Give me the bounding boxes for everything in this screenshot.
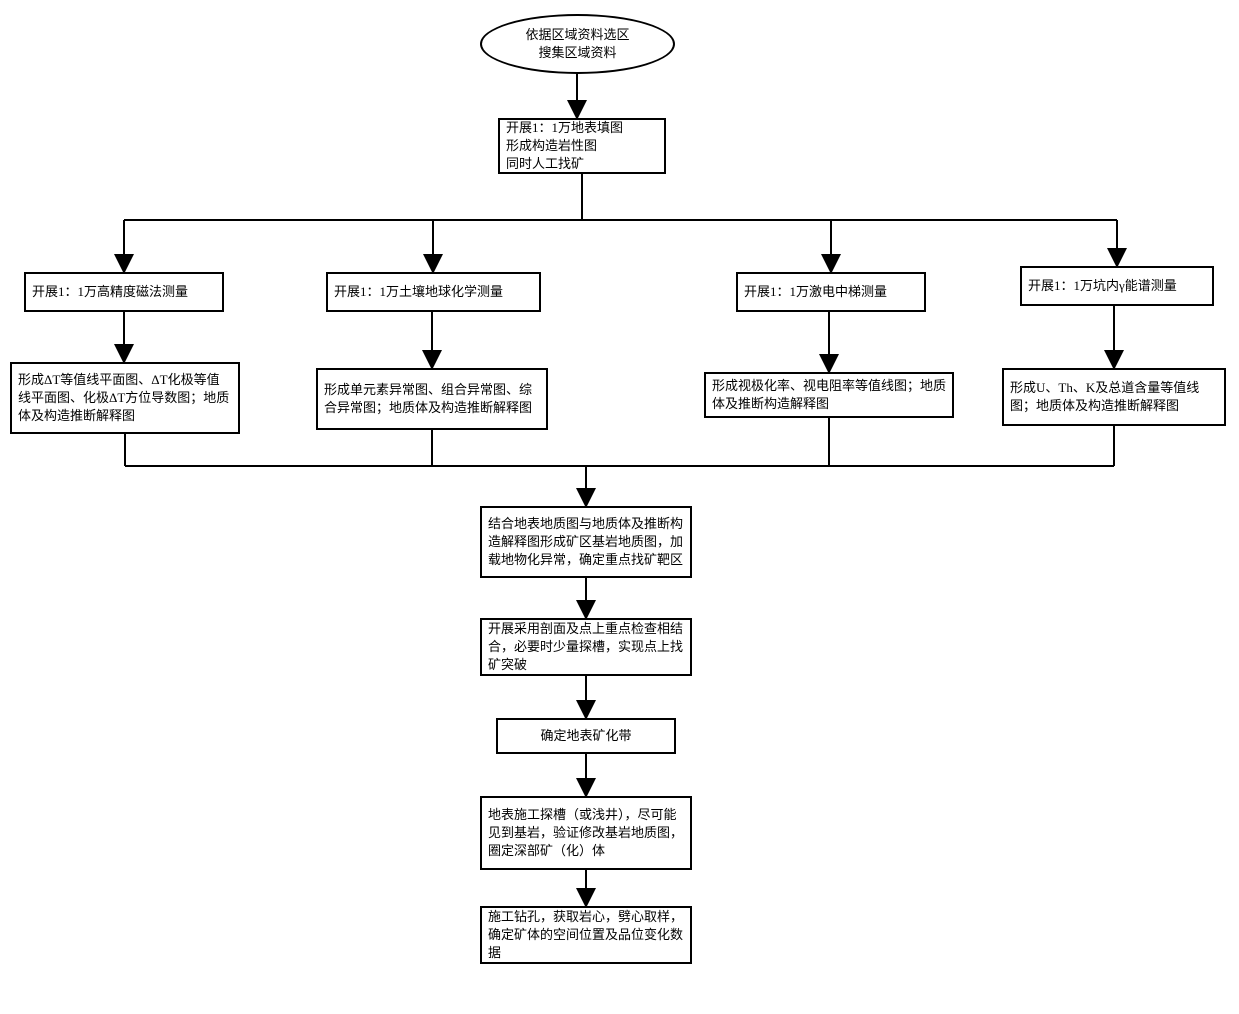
merge1-node: 结合地表地质图与地质体及推断构造解释图形成矿区基岩地质图，加载地物化异常，确定重…	[480, 506, 692, 578]
merge3-text: 确定地表矿化带	[540, 727, 631, 745]
fill-map-text: 开展1：1万地表填图形成构造岩性图同时人工找矿	[506, 119, 623, 174]
merge1-text: 结合地表地质图与地质体及推断构造解释图形成矿区基岩地质图，加载地物化异常，确定重…	[488, 515, 684, 570]
merge3-node: 确定地表矿化带	[496, 718, 676, 754]
fill-map-node: 开展1：1万地表填图形成构造岩性图同时人工找矿	[498, 118, 666, 174]
branch3-bot-node: 形成视极化率、视电阻率等值线图；地质体及推断构造解释图	[704, 372, 954, 418]
merge4-text: 地表施工探槽（或浅井），尽可能见到基岩，验证修改基岩地质图，圈定深部矿（化）体	[488, 806, 684, 861]
branch4-bot-node: 形成U、Th、K及总道含量等值线图；地质体及构造推断解释图	[1002, 368, 1226, 426]
start-text: 依据区域资料选区搜集区域资料	[525, 26, 629, 62]
merge5-node: 施工钻孔，获取岩心，劈心取样，确定矿体的空间位置及品位变化数据	[480, 906, 692, 964]
branch4-top-node: 开展1：1万坑内γ能谱测量	[1020, 266, 1214, 306]
branch1-top-text: 开展1：1万高精度磁法测量	[32, 283, 188, 301]
branch3-top-text: 开展1：1万激电中梯测量	[744, 283, 887, 301]
merge2-node: 开展采用剖面及点上重点检查相结合，必要时少量探槽，实现点上找矿突破	[480, 618, 692, 676]
branch2-bot-text: 形成单元素异常图、组合异常图、综合异常图；地质体及构造推断解释图	[324, 381, 540, 417]
branch2-top-text: 开展1：1万土壤地球化学测量	[334, 283, 503, 301]
branch1-bot-text: 形成ΔT等值线平面图、ΔT化极等值线平面图、化极ΔT方位导数图；地质体及构造推断…	[18, 371, 232, 426]
merge2-text: 开展采用剖面及点上重点检查相结合，必要时少量探槽，实现点上找矿突破	[488, 620, 684, 675]
branch4-bot-text: 形成U、Th、K及总道含量等值线图；地质体及构造推断解释图	[1010, 379, 1218, 415]
branch2-bot-node: 形成单元素异常图、组合异常图、综合异常图；地质体及构造推断解释图	[316, 368, 548, 430]
branch4-top-text: 开展1：1万坑内γ能谱测量	[1028, 277, 1177, 295]
branch2-top-node: 开展1：1万土壤地球化学测量	[326, 272, 541, 312]
start-node: 依据区域资料选区搜集区域资料	[480, 14, 675, 74]
merge5-text: 施工钻孔，获取岩心，劈心取样，确定矿体的空间位置及品位变化数据	[488, 908, 684, 963]
branch1-top-node: 开展1：1万高精度磁法测量	[24, 272, 224, 312]
branch1-bot-node: 形成ΔT等值线平面图、ΔT化极等值线平面图、化极ΔT方位导数图；地质体及构造推断…	[10, 362, 240, 434]
branch3-bot-text: 形成视极化率、视电阻率等值线图；地质体及推断构造解释图	[712, 377, 946, 413]
branch3-top-node: 开展1：1万激电中梯测量	[736, 272, 926, 312]
merge4-node: 地表施工探槽（或浅井），尽可能见到基岩，验证修改基岩地质图，圈定深部矿（化）体	[480, 796, 692, 870]
